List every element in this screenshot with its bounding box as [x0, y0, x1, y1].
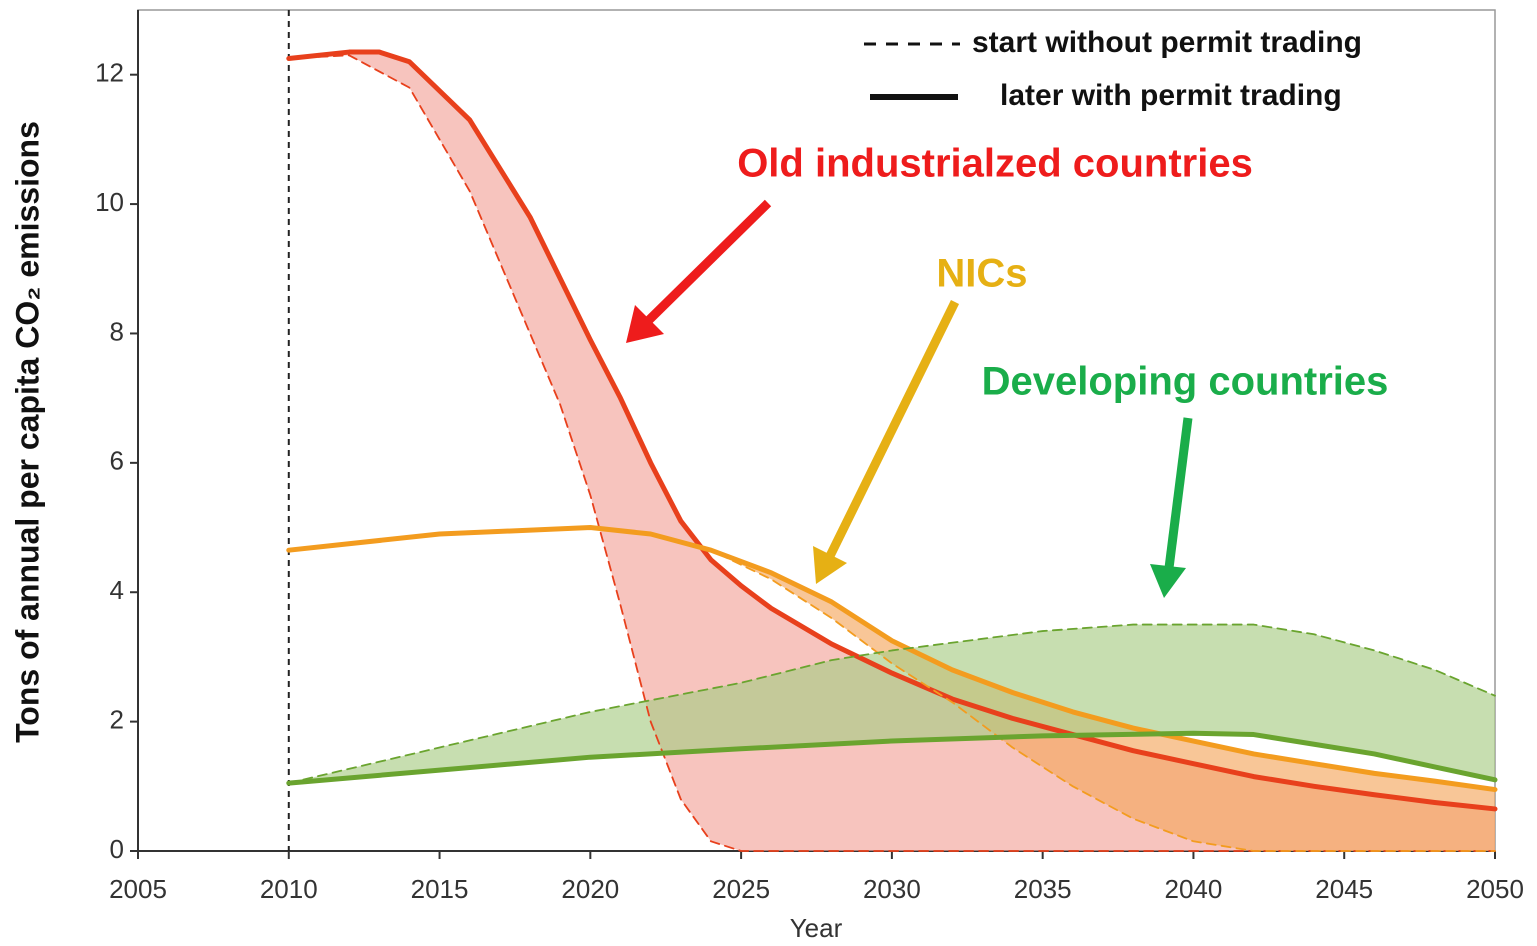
arrow	[644, 199, 772, 325]
dashed-line	[287, 54, 1496, 852]
x-tick-label: 2045	[1315, 874, 1373, 904]
arrow-head	[813, 546, 847, 584]
x-tick-label: 2040	[1165, 874, 1223, 904]
x-tick-label: 2050	[1466, 874, 1524, 904]
y-tick-label: 6	[110, 446, 124, 476]
y-axis-label: Tons of annual per capita CO₂ emissions	[9, 121, 45, 743]
arrow	[1164, 417, 1193, 569]
y-tick-label: 2	[110, 704, 124, 734]
dashed-line	[287, 623, 1496, 784]
arrow	[825, 300, 960, 558]
x-tick-label: 2005	[109, 874, 167, 904]
y-tick-label: 4	[110, 575, 124, 605]
solid-line	[286, 525, 1498, 793]
legend-label: later with permit trading	[1000, 79, 1342, 112]
scenario-band	[288, 624, 1495, 784]
group-label: Developing countries	[982, 360, 1389, 404]
x-tick-label: 2035	[1014, 874, 1072, 904]
y-tick-label: 12	[95, 58, 124, 88]
y-tick-label: 0	[110, 834, 124, 864]
arrow-head	[626, 305, 664, 343]
x-tick-label: 2025	[712, 874, 770, 904]
scenario-band	[288, 527, 1495, 851]
arrow-head	[1150, 564, 1186, 598]
solid-line	[286, 49, 1498, 812]
arrows	[626, 199, 1193, 598]
x-tick-label: 2015	[411, 874, 469, 904]
group-label: NICs	[936, 252, 1027, 296]
solid-line	[286, 730, 1498, 786]
x-tick-label: 2020	[561, 874, 619, 904]
y-tick-label: 8	[110, 316, 124, 346]
y-tick-label: 10	[95, 187, 124, 217]
legend-label: start without permit trading	[972, 26, 1362, 59]
x-tick-label: 2010	[260, 874, 318, 904]
x-tick-label: 2030	[863, 874, 921, 904]
group-label: Old industrialzed countries	[737, 142, 1253, 186]
x-axis-label: Year	[790, 913, 843, 943]
